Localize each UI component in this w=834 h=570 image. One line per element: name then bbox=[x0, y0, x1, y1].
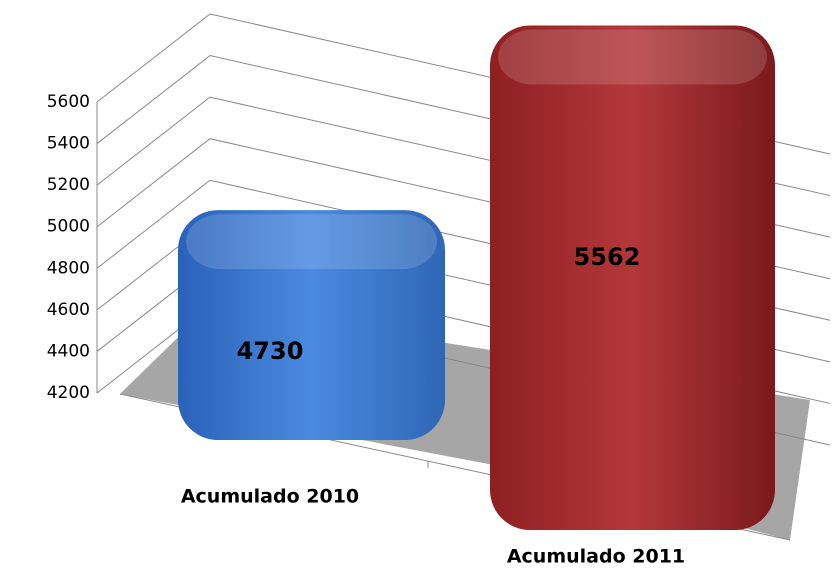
data-label: 4730 bbox=[237, 337, 304, 365]
bar bbox=[178, 210, 445, 440]
y-tick-label: 4200 bbox=[47, 383, 90, 403]
y-tick-label: 4400 bbox=[47, 341, 90, 361]
bar bbox=[490, 25, 775, 530]
y-tick-label: 5400 bbox=[47, 134, 90, 154]
x-tick-label: Acumulado 2011 bbox=[507, 546, 685, 568]
y-tick-label: 5600 bbox=[47, 92, 90, 112]
bar-top bbox=[498, 29, 767, 85]
y-tick-label: 5000 bbox=[47, 217, 90, 237]
y-tick-label: 4800 bbox=[47, 258, 90, 278]
y-tick-label: 4600 bbox=[47, 300, 90, 320]
x-tick-label: Acumulado 2010 bbox=[181, 486, 359, 508]
y-tick-label: 5200 bbox=[47, 175, 90, 195]
bar-top bbox=[186, 214, 437, 270]
data-label: 5562 bbox=[574, 243, 641, 271]
